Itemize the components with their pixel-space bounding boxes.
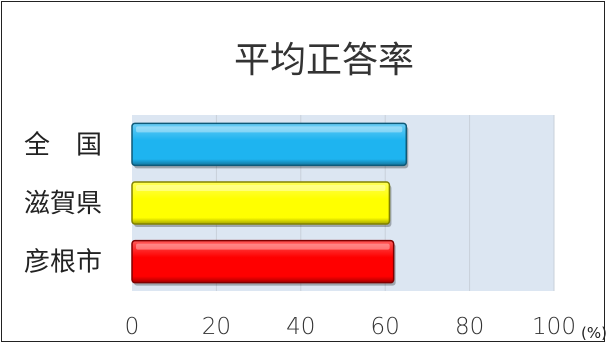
category-label: 滋賀県: [24, 189, 102, 219]
x-axis-unit: (%): [581, 324, 606, 342]
chart-title: 平均正答率: [234, 40, 414, 81]
x-tick-label: 0: [125, 314, 140, 340]
bar: [131, 181, 391, 225]
bar: [131, 239, 395, 284]
bar-highlight: [136, 126, 403, 133]
x-tick-label: 100: [532, 314, 576, 340]
x-tick-label: 80: [455, 314, 484, 340]
category-label: 全 国: [24, 130, 102, 160]
bar: [131, 122, 408, 167]
category-label: 彦根市: [24, 248, 102, 278]
bar-highlight: [136, 185, 386, 191]
bars: [131, 122, 409, 286]
bar-highlight: [136, 243, 390, 250]
x-tick-labels: 0 20 40 60 80 100: [125, 314, 576, 340]
x-tick-label: 20: [202, 314, 231, 340]
x-tick-label: 40: [286, 314, 315, 340]
x-tick-label: 60: [371, 314, 400, 340]
